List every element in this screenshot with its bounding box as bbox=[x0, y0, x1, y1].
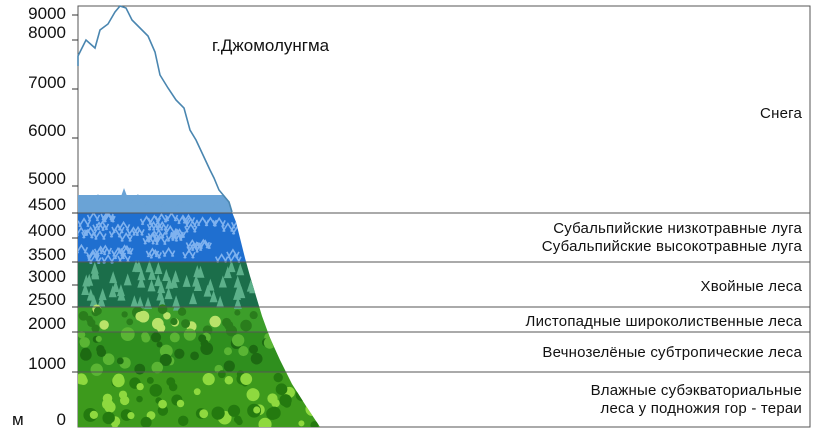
zone-label-snow: Снега bbox=[760, 105, 802, 122]
zone-label-low-meadows: Субальпийские низкотравные луга bbox=[553, 220, 802, 237]
y-tick-4000: 4000 bbox=[28, 221, 66, 240]
y-tick-2500: 2500 bbox=[28, 290, 66, 309]
y-tick-1000: 1000 bbox=[28, 354, 66, 373]
y-tick-8000: 8000 bbox=[28, 23, 66, 42]
zone-label-evergreen: Вечнозелёные субтропические леса bbox=[542, 344, 802, 361]
y-tick-3500: 3500 bbox=[28, 245, 66, 264]
y-axis-ticks bbox=[72, 14, 78, 373]
y-tick-7000: 7000 bbox=[28, 73, 66, 92]
zone-label-conifer: Хвойные леса bbox=[700, 278, 802, 295]
mountain-outline bbox=[77, 5, 233, 213]
y-tick-5000: 5000 bbox=[28, 169, 66, 188]
y-tick-3000: 3000 bbox=[28, 267, 66, 286]
unit-label: м bbox=[12, 410, 24, 429]
y-tick-6000: 6000 bbox=[28, 121, 66, 140]
peak-name: г.Джомолунгма bbox=[212, 36, 330, 55]
y-tick-4500: 4500 bbox=[28, 195, 66, 214]
ice-tips bbox=[78, 188, 232, 213]
vegetation-texture bbox=[78, 210, 320, 427]
zone-label-terai-line1: Влажные субэкваториальные bbox=[590, 382, 802, 399]
zone-label-terai-line2: леса у подножия гор - тераи bbox=[600, 400, 802, 417]
zone-label-high-meadows: Субальпийские высокотравные луга bbox=[541, 238, 802, 255]
zone-label-deciduous: Листопадные широколиственные леса bbox=[525, 313, 802, 330]
y-tick-2000: 2000 bbox=[28, 314, 66, 333]
mountain-zones bbox=[78, 195, 320, 427]
y-tick-0: 0 bbox=[56, 410, 66, 429]
y-tick-9000: 9000 bbox=[28, 4, 66, 23]
